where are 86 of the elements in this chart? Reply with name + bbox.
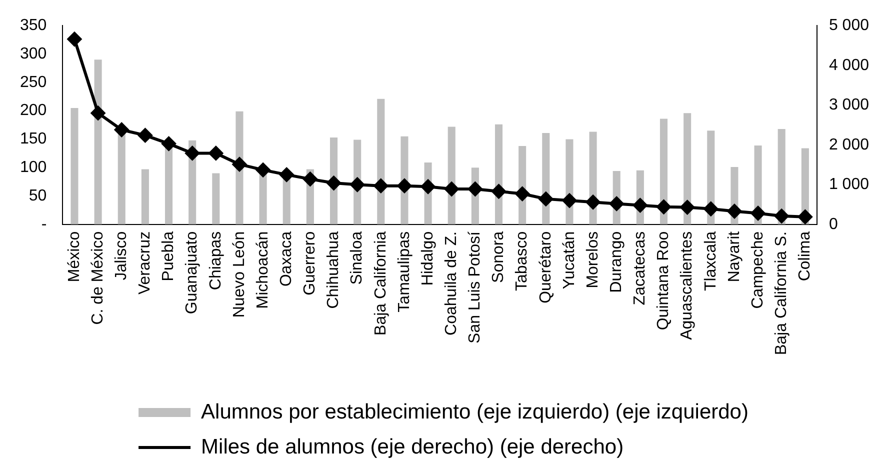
x-tick-label: Quintana Roo xyxy=(655,231,672,330)
point xyxy=(396,178,412,194)
point xyxy=(114,122,130,138)
x-tick-label: Tabasco xyxy=(514,231,531,291)
bar xyxy=(141,169,149,224)
x-tick-label: Oaxaca xyxy=(278,231,296,287)
x-tick-label: Puebla xyxy=(160,231,178,282)
x-tick-label: Chihuahua xyxy=(325,231,342,309)
point xyxy=(703,201,718,216)
x-tick-label: Colima xyxy=(796,231,814,282)
point xyxy=(302,172,318,187)
x-tick-label: Yucatán xyxy=(560,231,578,290)
y2-tick-label: 0 xyxy=(828,216,838,233)
x-tick-label: Tamaulipas xyxy=(396,231,413,312)
y2-tick-label: 5 000 xyxy=(828,17,870,34)
point xyxy=(562,193,577,208)
point xyxy=(632,198,648,213)
x-tick-label: Chiapas xyxy=(207,231,224,290)
point xyxy=(256,162,271,178)
y2-tick-label: 3 000 xyxy=(828,96,870,114)
legend-label: Alumnos por establecimiento (eje izquierdo) (eje izquierdo) xyxy=(201,400,748,424)
y2-tick-label: 4 000 xyxy=(828,56,870,74)
x-tick-label: Baja California S. xyxy=(773,231,790,356)
x-tick-label: Guanajuato xyxy=(184,231,201,314)
bar xyxy=(377,98,385,224)
x-tick-label: México xyxy=(66,231,83,282)
point xyxy=(726,204,742,219)
point xyxy=(514,186,530,202)
x-tick-label: Querétaro xyxy=(537,231,554,304)
x-tick-label: San Luis Potosí xyxy=(466,230,484,344)
point xyxy=(586,194,601,210)
point xyxy=(750,206,766,221)
y-tick-label: 150 xyxy=(20,130,47,148)
x-tick-label: Nuevo León xyxy=(230,231,248,318)
x-tick-label: Campeche xyxy=(749,231,766,309)
bar xyxy=(94,60,102,224)
x-tick-label: Hidalgo xyxy=(419,231,436,286)
x-tick-label: Zacatecas xyxy=(632,231,649,306)
y-tick-label: 350 xyxy=(20,17,47,34)
bar xyxy=(118,134,126,224)
point xyxy=(491,184,506,199)
x-tick-label: Veracruz xyxy=(136,231,154,295)
x-tick-label: Guerrero xyxy=(302,231,319,296)
y2-tick-label: 2 000 xyxy=(828,136,870,154)
legend-label: Miles de alumnos (eje derecho) (eje derecho) xyxy=(201,435,624,458)
bar xyxy=(70,108,78,224)
x-tick-label: Morelos xyxy=(584,231,602,288)
point xyxy=(326,176,342,191)
point xyxy=(538,191,554,206)
x-tick-label: C. de México xyxy=(89,231,106,325)
x-tick-label: Sonora xyxy=(490,231,508,283)
point xyxy=(656,199,672,214)
y-tick-label: 50 xyxy=(28,187,47,204)
bar xyxy=(212,173,220,224)
point xyxy=(373,178,388,194)
point xyxy=(798,209,813,224)
point xyxy=(208,146,224,161)
point xyxy=(279,167,294,182)
x-tick-label: Michoacán xyxy=(254,231,272,309)
x-tick-label: Nayarit xyxy=(726,230,743,282)
x-tick-label: Durango xyxy=(608,231,626,293)
point xyxy=(350,177,365,192)
y2-tick-label: 1 000 xyxy=(828,176,870,194)
x-tick-label: Tlaxcala xyxy=(702,231,720,291)
point xyxy=(138,128,153,143)
point xyxy=(420,179,436,194)
point xyxy=(468,182,483,196)
point xyxy=(444,182,460,196)
x-tick-label: Coahuila de Z. xyxy=(443,231,460,336)
y-tick-label: 250 xyxy=(20,74,47,91)
point xyxy=(680,200,695,215)
y-tick-label: 100 xyxy=(20,158,47,176)
x-tick-label: Jalisco xyxy=(113,231,130,280)
point xyxy=(66,32,82,47)
y-tick-label: 200 xyxy=(20,102,47,120)
y-tick-label: - xyxy=(41,216,47,233)
point xyxy=(609,196,624,212)
point xyxy=(774,208,790,224)
y-tick-label: 300 xyxy=(20,45,47,62)
x-tick-label: Aguascalientes xyxy=(678,231,696,340)
x-tick-label: Baja California xyxy=(372,231,390,336)
point xyxy=(161,136,176,152)
point xyxy=(90,106,106,121)
point xyxy=(184,146,200,161)
point xyxy=(232,156,247,172)
x-tick-label: Sinaloa xyxy=(348,231,366,285)
